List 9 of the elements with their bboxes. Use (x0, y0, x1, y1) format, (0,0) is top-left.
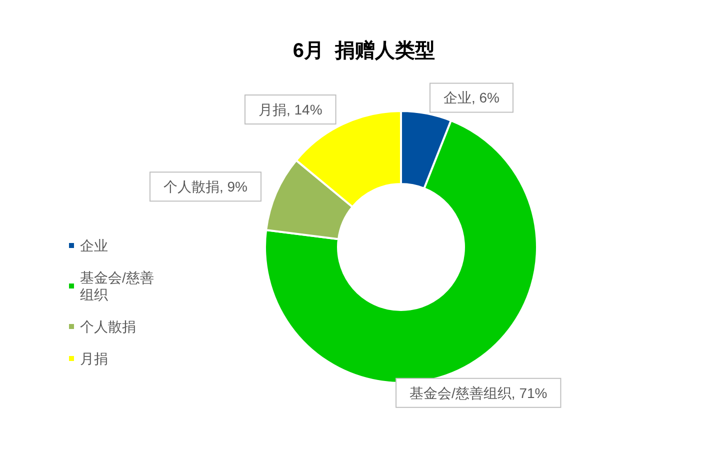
chart-title: 6月 捐赠人类型 (292, 39, 436, 62)
data-label: 月捐, 14% (258, 101, 322, 118)
data-label: 基金会/慈善组织, 71% (410, 384, 548, 401)
data-label: 企业, 6% (443, 90, 500, 106)
legend-label: 个人散捐 (80, 318, 136, 334)
legend-label: 基金会/慈善组织 (80, 270, 154, 302)
data-label: 个人散捐, 9% (163, 178, 248, 195)
legend-label: 企业 (80, 238, 108, 254)
legend-label: 月捐 (80, 350, 108, 366)
